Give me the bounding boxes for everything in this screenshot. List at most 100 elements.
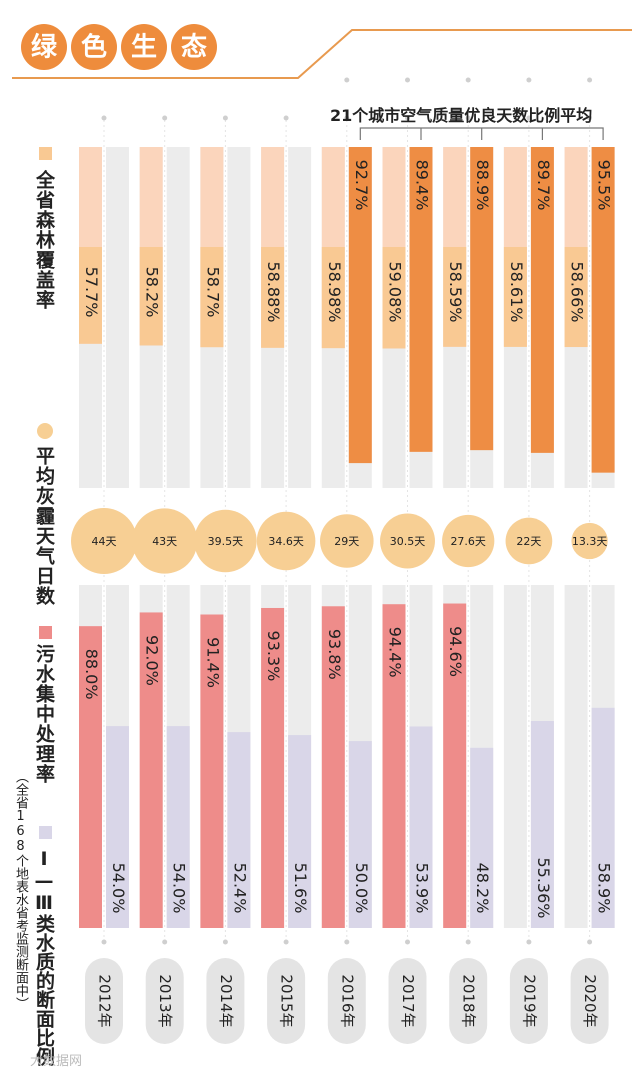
- sewage-bar-bg: [503, 585, 527, 928]
- air-bar-bg: [288, 147, 312, 488]
- forest-bar-accent: [443, 247, 467, 347]
- guide-dot: [587, 115, 593, 121]
- haze-value-label: 34.6天: [268, 535, 304, 548]
- forest-value-label: 59.08%: [386, 261, 405, 322]
- guide-dot: [344, 939, 350, 945]
- sewage-value-label: 88.0%: [82, 649, 101, 700]
- water-bar: [166, 726, 190, 928]
- water-bar: [470, 747, 494, 928]
- guide-dot: [162, 115, 168, 121]
- air-bar: [470, 147, 494, 451]
- title-circle: [121, 24, 167, 70]
- legend-water-sublabel: （全省168个地表水省考监测断面中）: [13, 770, 28, 1010]
- guide-dot: [222, 115, 228, 121]
- forest-value-label: 58.66%: [568, 261, 587, 322]
- guide-dot: [526, 939, 532, 945]
- forest-bar-accent: [200, 247, 224, 348]
- air-bar-bg: [227, 147, 251, 488]
- air-value-label: 95.5%: [595, 160, 614, 211]
- haze-circle: [442, 514, 495, 568]
- haze-value-label: 30.5天: [390, 535, 426, 548]
- guide-dot: [344, 115, 350, 121]
- water-bar: [348, 741, 372, 928]
- guide-dot: [465, 115, 471, 121]
- title-char: 绿: [31, 33, 58, 63]
- year-label: 2015年: [278, 974, 296, 1027]
- water-bar: [409, 726, 433, 928]
- title-char: 色: [81, 32, 107, 63]
- sewage-value-label: 94.6%: [446, 626, 465, 677]
- air-value-label: 88.9%: [473, 160, 492, 211]
- header: 绿色生态: [12, 24, 632, 79]
- year-capsule: [145, 958, 184, 1044]
- title-char: 态: [181, 32, 207, 63]
- forest-value-label: 57.7%: [82, 267, 101, 318]
- guide-dot: [101, 939, 107, 945]
- sewage-value-label: 91.4%: [203, 637, 222, 688]
- water-bar: [530, 721, 554, 928]
- title-circle: [71, 24, 117, 70]
- forest-bar-accent: [321, 247, 345, 349]
- year-label: 2016年: [338, 974, 356, 1027]
- legend-sewage-label: 污水集中处理率: [33, 644, 55, 784]
- year-capsule: [388, 958, 427, 1044]
- sewage-bar: [443, 603, 467, 928]
- year-capsule: [327, 958, 366, 1044]
- forest-value-label: 58.88%: [264, 261, 283, 322]
- forest-bar-accent: [139, 247, 163, 346]
- guide-dot: [283, 939, 289, 945]
- forest-value-label: 58.98%: [325, 261, 344, 322]
- haze-circle: [132, 508, 198, 574]
- legend-forest-swatch: [39, 147, 52, 160]
- bars: [37, 77, 615, 1044]
- air-bar: [348, 147, 372, 464]
- year-label: 2020年: [581, 974, 599, 1027]
- haze-value-label: 44天: [92, 535, 117, 548]
- year-capsule: [509, 958, 548, 1044]
- guide-dot: [405, 939, 410, 945]
- haze-value-label: 29天: [334, 535, 359, 548]
- guide-dot: [101, 115, 107, 121]
- water-value-label: 54.0%: [109, 863, 128, 914]
- air-bar: [591, 147, 615, 473]
- sewage-bar: [200, 614, 224, 928]
- legend-haze-label: 平均灰霾天气日数: [33, 446, 55, 606]
- haze-value-label: 13.3天: [572, 535, 608, 548]
- sewage-bar: [261, 607, 285, 928]
- sewage-bar: [382, 604, 406, 928]
- water-value-label: 48.2%: [473, 863, 492, 914]
- sewage-bar: [321, 606, 345, 928]
- guide-dot: [526, 77, 532, 83]
- water-bar: [106, 726, 129, 928]
- sewage-value-label: 93.8%: [325, 629, 344, 680]
- air-bar: [530, 147, 554, 453]
- header-line: [12, 29, 632, 79]
- guide-dot: [405, 115, 410, 121]
- year-label: 2014年: [217, 974, 235, 1027]
- forest-value-label: 58.2%: [143, 267, 162, 318]
- year-label: 2018年: [460, 974, 478, 1027]
- haze-circle: [571, 522, 608, 560]
- year-capsule: [85, 958, 123, 1044]
- guide-dot: [283, 115, 289, 121]
- haze-circle: [194, 509, 257, 573]
- legend-haze-swatch: [37, 423, 53, 439]
- value-labels: 57.7% 44天 88.0% 54.0% 2012年 58.2% 43天 92.0% 54.0…: [82, 160, 614, 1028]
- guide-dot: [465, 77, 471, 83]
- air-bar-bg: [166, 147, 190, 488]
- year-capsule: [570, 958, 609, 1044]
- forest-value-label: 58.59%: [446, 261, 465, 322]
- water-value-label: 58.9%: [595, 863, 614, 914]
- legend-sewage-swatch: [39, 626, 52, 639]
- sewage-bar: [139, 612, 163, 928]
- water-bar: [591, 707, 615, 928]
- sewage-value-label: 94.4%: [386, 627, 405, 678]
- water-value-label: 53.9%: [413, 863, 432, 914]
- haze-value-label: 43天: [152, 535, 177, 548]
- haze-circle: [505, 517, 553, 565]
- year-capsule: [206, 958, 245, 1044]
- year-capsule: [449, 958, 488, 1044]
- forest-value-label: 58.7%: [203, 267, 222, 318]
- forest-bar-accent: [79, 247, 102, 344]
